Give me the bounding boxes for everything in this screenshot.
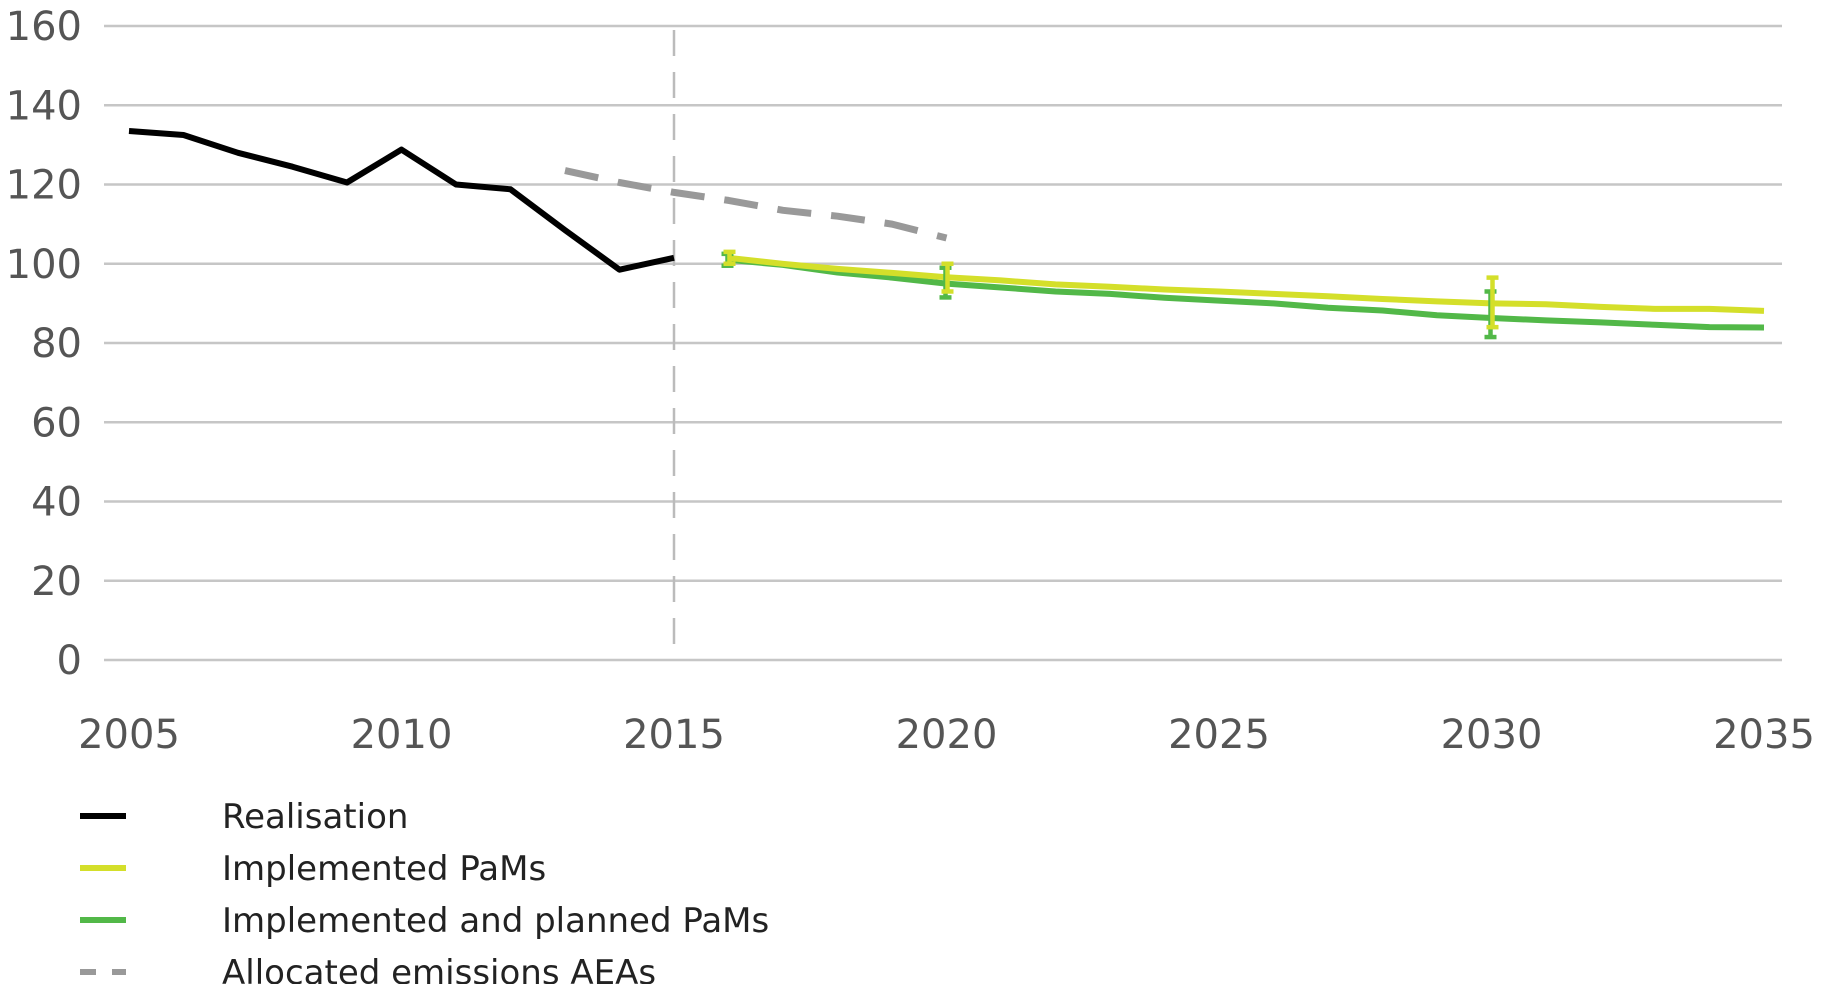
error-bar-implemented-pams-2016 [723, 249, 736, 266]
y-tick-label-20: 20 [31, 559, 82, 605]
series-line-implemented-and-planned-pams [728, 256, 1765, 331]
error-bar-implemented-pams-2020 [941, 261, 954, 294]
error-bar-layer [721, 249, 1499, 340]
x-tick-label-2015: 2015 [623, 712, 725, 758]
y-tick-label-120: 120 [6, 163, 82, 209]
x-tick-label-2025: 2025 [1168, 712, 1270, 758]
series-line-realisation [128, 128, 675, 273]
legend-label-implemented-pams: Implemented PaMs [222, 849, 546, 889]
y-tick-label-160: 160 [6, 4, 82, 50]
error-bar-implemented-pams-2030 [1486, 275, 1499, 330]
y-tick-label-80: 80 [31, 321, 82, 367]
x-tick-label-2035: 2035 [1713, 712, 1815, 758]
x-tick-label-2010: 2010 [351, 712, 453, 758]
series-line-allocated-emissions-aeas [564, 167, 948, 242]
y-tick-label-100: 100 [6, 242, 82, 288]
series-line-implemented-pams [728, 254, 1765, 314]
legend-label-realisation: Realisation [222, 797, 408, 837]
y-tick-label-40: 40 [31, 480, 82, 526]
y-tick-label-140: 140 [6, 83, 82, 129]
x-tick-label-2005: 2005 [78, 712, 180, 758]
y-tick-label-60: 60 [31, 400, 82, 446]
x-tick-label-2020: 2020 [896, 712, 998, 758]
x-axis-tick-labels: 2005 2010 2015 2020 2025 2030 2035 [78, 712, 1815, 758]
x-tick-label-2030: 2030 [1441, 712, 1543, 758]
series-layer [128, 128, 1765, 331]
legend-label-allocated-emissions-aeas: Allocated emissions AEAs [222, 953, 656, 984]
y-axis-tick-labels: 0 20 40 60 80 100 120 140 160 [6, 4, 82, 684]
y-tick-label-0: 0 [57, 638, 82, 684]
legend-label-implemented-and-planned-pams: Implemented and planned PaMs [222, 901, 769, 941]
legend: Realisation Implemented PaMs Implemented a… [80, 797, 769, 984]
grid-lines [104, 24, 1782, 662]
